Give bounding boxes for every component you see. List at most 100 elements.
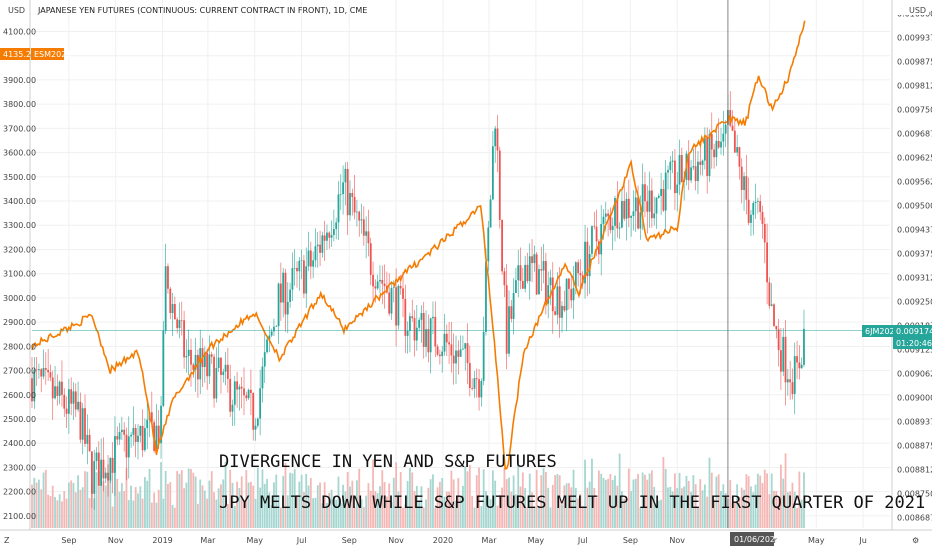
candle-body — [425, 329, 427, 347]
candle-body — [540, 269, 543, 271]
left-axis[interactable]: 2100.00 2200.00 2300.00 2400.00 2500.00 2600.… — [3, 27, 36, 520]
volume-bar — [678, 473, 681, 528]
candle-body — [768, 282, 771, 306]
volume-bar — [263, 483, 266, 528]
volume-bar — [715, 476, 718, 528]
volume-bar — [519, 486, 522, 528]
volume-bar — [104, 485, 107, 528]
candle-body — [517, 265, 520, 281]
candle-body — [344, 168, 347, 183]
volume-bar — [747, 476, 750, 528]
candle-body — [462, 348, 464, 350]
candle-body — [496, 128, 499, 151]
candle-body — [332, 229, 335, 236]
volume-bar — [710, 472, 713, 528]
volume-bar — [752, 492, 755, 528]
volume-bar — [51, 485, 54, 528]
candle-body — [743, 176, 745, 190]
volume-bar — [144, 477, 146, 528]
candle-body — [549, 277, 552, 286]
candle-body — [710, 134, 713, 150]
volume-bar — [171, 504, 174, 528]
time-tick-label: May — [246, 536, 263, 545]
candle-body — [77, 401, 79, 410]
volume-bar — [79, 489, 82, 528]
es-symbol-label: ESM2021 — [34, 50, 71, 59]
candle-body — [38, 369, 40, 371]
candle-body — [374, 286, 377, 289]
candle-body — [54, 386, 56, 399]
volume-bar — [65, 498, 68, 528]
right-tick-label: 0.0088750 — [897, 441, 932, 450]
volume-bar — [284, 462, 287, 528]
candle-body — [715, 140, 718, 158]
candle-body — [185, 355, 188, 358]
volume-bar — [314, 497, 317, 528]
volume-bar — [77, 475, 79, 528]
candle-body — [531, 256, 533, 264]
time-tick-label: Mar — [481, 536, 497, 545]
volume-bar — [49, 496, 52, 528]
volume-bar — [247, 482, 250, 528]
candle-body — [763, 223, 766, 243]
candle-body — [584, 241, 586, 284]
time-axis[interactable]: Sep Nov 2019 Mar May Jul Sep Nov 2020 Mar May Jul Se… — [61, 536, 867, 545]
volume-bar — [210, 471, 213, 528]
volume-bar — [250, 481, 252, 528]
volume-bar — [74, 492, 77, 528]
volume-bar — [369, 490, 372, 528]
left-tick-label: 3100.00 — [3, 270, 36, 279]
volume-bar — [468, 465, 471, 528]
candle-body — [547, 285, 550, 304]
candle-body — [139, 425, 142, 436]
candle-body — [342, 182, 344, 195]
volume-bar — [593, 487, 596, 528]
candle-body — [247, 389, 250, 399]
candle-body — [674, 160, 676, 194]
candle-body — [307, 250, 310, 267]
left-tick-label: 3600.00 — [3, 149, 36, 158]
candle-body — [67, 389, 70, 414]
candle-body — [284, 272, 287, 315]
candle-body — [418, 319, 421, 328]
volume-bar — [197, 503, 199, 528]
candle-body — [664, 172, 667, 211]
candle-body — [535, 254, 538, 295]
right-tick-label: 0.0096250 — [897, 153, 932, 162]
candle-body — [521, 280, 524, 289]
candle-body — [118, 432, 121, 440]
volume-bar — [385, 496, 388, 528]
volume-bar — [648, 473, 651, 528]
time-tick-label: Nov — [108, 536, 124, 545]
candle-body — [468, 362, 471, 388]
candle-body — [731, 125, 734, 131]
volume-bar — [215, 499, 218, 528]
candle-body — [756, 201, 759, 202]
volume-bar — [335, 500, 338, 528]
volume-bar — [595, 497, 598, 528]
timezone-icon[interactable]: Z — [4, 536, 10, 545]
candle-body — [215, 367, 218, 399]
candle-body — [604, 213, 607, 217]
volume-bar — [58, 494, 61, 528]
candle-body — [114, 436, 116, 473]
candle-body — [367, 231, 370, 244]
candle-body — [595, 226, 598, 242]
cursor-date-tag — [730, 532, 774, 546]
candle-body — [335, 222, 338, 230]
right-tick-label: 0.0088125 — [897, 465, 932, 474]
candle-body — [58, 381, 61, 396]
volume-bar — [528, 473, 531, 528]
volume-bar — [130, 485, 132, 528]
candle-body — [669, 161, 672, 170]
volume-bar — [708, 457, 711, 528]
candle-body — [116, 436, 119, 440]
volume-bar — [256, 467, 259, 528]
volume-bar — [761, 483, 764, 528]
time-tick-label: Jul — [577, 536, 588, 545]
settings-icon[interactable]: ⚙ — [912, 536, 919, 545]
volume-bar — [441, 477, 444, 528]
volume-bar — [621, 491, 623, 528]
candle-body — [309, 250, 312, 267]
